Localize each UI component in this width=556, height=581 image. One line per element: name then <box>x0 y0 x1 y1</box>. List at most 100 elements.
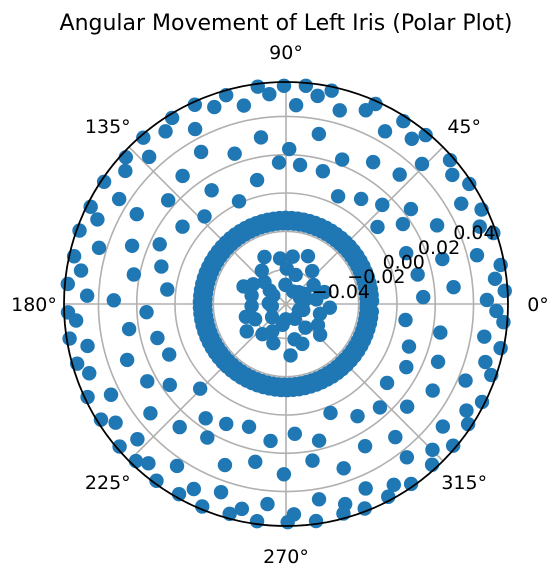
data-point <box>73 263 89 278</box>
data-point <box>309 292 324 307</box>
data-point <box>106 293 122 308</box>
data-point <box>469 248 485 263</box>
data-point <box>497 283 512 299</box>
data-point <box>435 419 451 434</box>
data-point <box>403 201 419 217</box>
data-point <box>311 126 327 142</box>
data-point <box>399 245 414 261</box>
r-tick-label: 0.00 <box>383 252 425 274</box>
data-point <box>175 219 190 234</box>
data-point <box>285 284 301 299</box>
data-point <box>276 78 292 94</box>
data-point <box>160 282 175 297</box>
data-point <box>247 312 263 327</box>
data-point <box>375 197 390 213</box>
chart-title: Angular Movement of Left Iris (Polar Plo… <box>60 11 513 36</box>
data-point <box>460 416 476 432</box>
data-point <box>96 174 112 189</box>
data-point <box>213 484 229 500</box>
data-point <box>262 86 277 102</box>
data-point <box>118 150 134 165</box>
data-point <box>140 374 155 389</box>
data-point <box>282 141 297 157</box>
r-tick-label: −0.04 <box>312 281 370 303</box>
data-point <box>276 467 292 482</box>
data-point <box>386 477 401 493</box>
data-point <box>186 481 201 497</box>
data-point <box>472 219 487 234</box>
data-point <box>399 399 415 414</box>
data-point <box>192 381 208 396</box>
data-point <box>292 157 308 173</box>
data-point <box>379 375 395 391</box>
data-point <box>82 366 97 381</box>
data-point <box>404 131 419 146</box>
data-point <box>236 98 252 113</box>
data-point <box>332 103 347 118</box>
data-point <box>265 324 280 339</box>
r-gridline <box>174 192 398 416</box>
data-point <box>377 124 393 139</box>
data-point <box>425 383 440 398</box>
data-point <box>80 338 95 354</box>
data-point <box>433 325 448 340</box>
data-point <box>172 419 187 435</box>
data-point <box>418 127 433 143</box>
r-tick-label: 0.02 <box>418 237 460 259</box>
data-point <box>250 79 265 94</box>
data-point <box>248 454 263 469</box>
data-point <box>278 312 294 327</box>
data-point <box>285 249 300 264</box>
data-point <box>90 212 105 227</box>
data-point <box>260 496 275 512</box>
data-points-layer <box>60 78 512 530</box>
data-point <box>311 433 327 448</box>
data-point <box>287 426 302 442</box>
data-point <box>239 324 254 339</box>
data-point <box>129 207 144 222</box>
data-point <box>103 387 119 402</box>
data-point <box>175 168 190 184</box>
r-gridline <box>212 230 360 378</box>
polar-spine <box>63 81 509 527</box>
data-point <box>152 237 167 252</box>
data-point <box>200 430 215 445</box>
data-point <box>401 339 417 354</box>
data-point <box>336 461 351 476</box>
data-point <box>430 354 446 369</box>
theta-tick-label: 90° <box>269 42 303 64</box>
data-point <box>91 240 107 256</box>
data-point <box>323 405 338 421</box>
data-point <box>80 389 95 405</box>
theta-tick-label: 270° <box>263 546 309 568</box>
data-point <box>266 335 281 351</box>
data-point <box>403 476 419 492</box>
data-point <box>141 456 156 471</box>
data-point <box>158 124 173 139</box>
data-point <box>150 330 165 346</box>
data-point <box>288 98 304 113</box>
data-point <box>234 501 250 517</box>
data-point <box>79 288 95 303</box>
data-point <box>459 403 474 418</box>
data-point <box>164 110 180 126</box>
data-point <box>322 300 338 315</box>
data-point <box>474 394 490 410</box>
data-point <box>231 194 247 209</box>
data-point <box>300 248 316 264</box>
data-point <box>141 149 157 165</box>
data-point <box>368 96 383 112</box>
data-point <box>372 400 388 415</box>
data-point <box>62 331 77 346</box>
data-point <box>334 152 350 167</box>
data-point <box>308 513 324 529</box>
data-point <box>204 183 219 198</box>
data-point <box>410 267 425 282</box>
data-point <box>193 144 209 160</box>
data-point <box>298 78 314 93</box>
theta-tick-label: 180° <box>11 294 57 316</box>
data-point <box>197 209 212 224</box>
data-point <box>271 155 287 170</box>
